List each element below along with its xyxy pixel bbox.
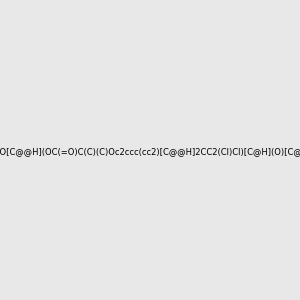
- Text: OC(=O)[C@@H]1O[C@@H](OC(=O)C(C)(C)Oc2ccc(cc2)[C@@H]2CC2(Cl)Cl)[C@H](O)[C@@H](O)[: OC(=O)[C@@H]1O[C@@H](OC(=O)C(C)(C)Oc2ccc…: [0, 147, 300, 156]
